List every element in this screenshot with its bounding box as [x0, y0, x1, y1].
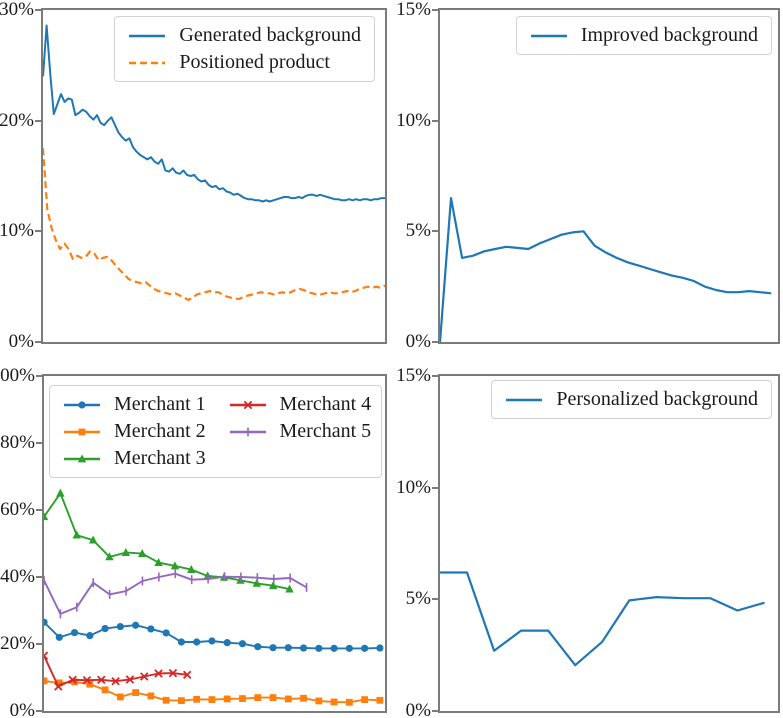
y-tick-mark — [36, 643, 42, 645]
legend-sample-merchant-5 — [229, 427, 266, 436]
y-tick-mark — [36, 509, 42, 511]
legend-label: Positioned product — [179, 51, 330, 73]
y-tick-label: 10% — [396, 109, 431, 131]
legend-label: Improved background — [580, 24, 758, 46]
legend: Improved background — [515, 16, 772, 55]
legend-item-personalized-background: Personalized background — [505, 389, 758, 410]
legend-sample-merchant-2 — [64, 428, 100, 435]
legend-item-merchant-3: Merchant 3 — [63, 447, 206, 469]
y-tick-label: 5% — [405, 588, 431, 610]
y-tick-label: 10% — [396, 476, 431, 498]
y-tick-label: 15% — [396, 365, 431, 386]
y-tick-mark — [432, 375, 438, 377]
y-tick-label: 0% — [405, 331, 431, 352]
legend-item-improved-background: Improved background — [530, 25, 758, 46]
y-tick-mark — [36, 710, 42, 712]
y-tick-mark — [35, 341, 41, 343]
legend-item-merchant-1: Merchant 1 — [63, 393, 206, 415]
y-tick-label: 10% — [0, 220, 34, 242]
legend-label: Merchant 4 — [279, 393, 372, 415]
y-tick-label: 30% — [0, 0, 34, 20]
chart-canvas — [440, 571, 765, 667]
y-tick-mark — [36, 442, 42, 444]
series-line-positioned-product — [43, 148, 385, 301]
legend-item-merchant-2: Merchant 2 — [63, 420, 206, 442]
legend-item-positioned-product: Positioned product — [128, 52, 361, 73]
y-tick-label: 40% — [0, 566, 35, 587]
legend-item-merchant-5: Merchant 5 — [229, 420, 372, 442]
series-markers-merchant-4 — [44, 651, 192, 691]
y-tick-label: 20% — [0, 109, 34, 131]
y-tick-mark — [432, 710, 438, 712]
legend-item-generated-background: Generated background — [128, 25, 361, 46]
y-tick-label: 60% — [0, 499, 35, 520]
series-markers-merchant-5 — [44, 569, 308, 619]
chart-canvas — [44, 488, 384, 706]
y-tick-label: 0% — [9, 700, 35, 718]
y-tick-mark — [35, 230, 41, 233]
y-tick-mark — [432, 341, 438, 343]
series-markers-merchant-2 — [44, 677, 384, 706]
y-tick-mark — [432, 119, 438, 122]
legend-label: Generated background — [179, 24, 361, 46]
chart-merchants: Merchant 1 Merchant 2 Merchant 3 Merchant 4… — [0, 365, 387, 718]
y-tick-mark — [432, 598, 438, 601]
legend: Merchant 1 Merchant 2 Merchant 3 Merchant 4… — [49, 385, 382, 478]
legend-sample-merchant-1 — [64, 400, 100, 409]
chart-personalized-background: Personalized background 0% 5% 10% 15% — [396, 365, 780, 718]
legend-sample-personalized-background — [506, 398, 543, 401]
series-line-generated-background — [43, 24, 385, 203]
legend: Generated background Positioned product — [114, 16, 375, 82]
series-line-personalized-background — [440, 571, 765, 667]
y-tick-mark — [35, 119, 41, 122]
legend-label: Personalized background — [556, 388, 758, 410]
legend-sample-merchant-4 — [229, 400, 266, 409]
y-tick-mark — [36, 576, 42, 578]
y-tick-label: 80% — [0, 432, 35, 453]
legend-sample-merchant-3 — [64, 453, 100, 462]
series-line-merchant-5 — [44, 572, 308, 615]
legend-sample-positioned-product — [129, 61, 166, 64]
y-tick-label: 20% — [0, 633, 35, 654]
y-tick-label: 15% — [396, 0, 431, 20]
legend-item-merchant-4: Merchant 4 — [229, 393, 372, 415]
y-tick-label: 0% — [405, 700, 431, 718]
y-tick-mark — [432, 9, 438, 11]
chart-generated-vs-positioned: Generated background Positioned product 0… — [0, 0, 387, 352]
legend-label: Merchant 3 — [114, 447, 206, 469]
y-tick-mark — [432, 230, 438, 233]
series-markers-merchant-1 — [44, 618, 384, 652]
y-tick-mark — [432, 486, 438, 489]
y-tick-mark — [36, 375, 42, 377]
y-tick-label: 0% — [8, 331, 34, 352]
series-line-merchant-3 — [44, 492, 290, 591]
legend-label: Merchant 5 — [279, 420, 372, 442]
legend-sample-generated-background — [129, 34, 166, 37]
chart-canvas — [440, 197, 772, 342]
chart-improved-background: Improved background 0% 5% 10% 15% — [396, 0, 780, 352]
legend-label: Merchant 2 — [114, 420, 206, 442]
y-tick-label: 5% — [405, 220, 431, 242]
series-line-improved-background — [440, 197, 772, 342]
chart-canvas — [43, 24, 385, 301]
y-tick-mark — [35, 9, 41, 11]
legend-sample-improved-background — [530, 34, 567, 37]
legend: Personalized background — [491, 380, 772, 419]
y-tick-label: 100% — [0, 365, 35, 386]
legend-label: Merchant 1 — [114, 393, 206, 415]
